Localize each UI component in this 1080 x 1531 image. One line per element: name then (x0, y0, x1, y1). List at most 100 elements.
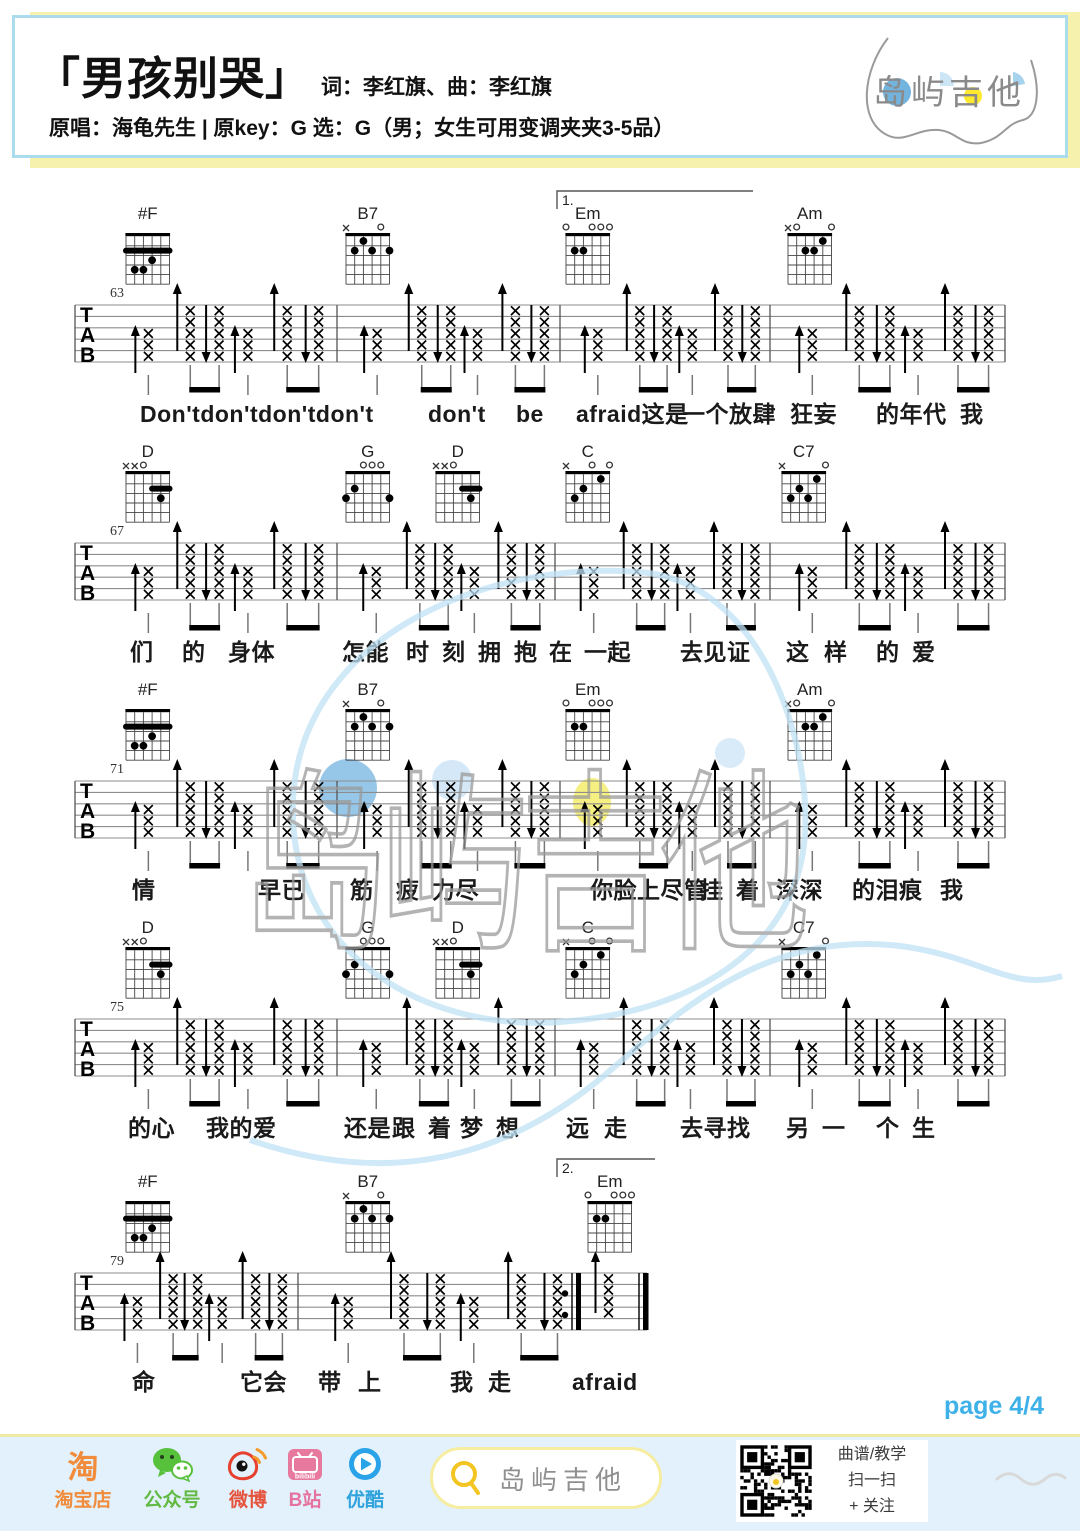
chord-diagram: #F (123, 1172, 173, 1253)
lyric: 爱 (912, 639, 936, 665)
lyric: 早已 (258, 877, 305, 903)
chord-diagram: D (432, 442, 483, 523)
wave-decoration-icon (995, 1472, 1067, 1486)
brand-logo-icon: 岛屿吉他 (865, 37, 1038, 145)
measure-number: 75 (110, 1000, 124, 1015)
lyric: 的年代 (876, 401, 947, 427)
subtitle: 原唱：海龟先生 | 原key：G 选：G（男；女生可用变调夹夹3-5品） (49, 117, 675, 140)
tab-clef: T (80, 1018, 93, 1041)
chord-label: #F (138, 204, 158, 223)
lyric: 的 (876, 639, 900, 665)
lyric: 这 (786, 639, 810, 665)
wechat-icon (130, 1445, 214, 1483)
chord-diagram: Am (784, 204, 836, 285)
lyric: Don'tdon'tdon'tdon't (140, 401, 374, 427)
logo-text: 岛屿吉他 (873, 74, 1025, 112)
chord-diagram: #F (123, 680, 173, 761)
chord-diagram: B7 (342, 680, 394, 761)
lyric: 样 (824, 639, 848, 665)
lyric: 命 (132, 1369, 156, 1395)
tab-clef: A (80, 1038, 95, 1061)
lyric: 着 (736, 877, 760, 903)
search-pill[interactable]: 岛屿吉他 (430, 1447, 662, 1509)
lyric: 生 (912, 1115, 936, 1141)
lyric: 拥 (478, 639, 502, 665)
chord-diagram: C (562, 918, 614, 999)
svg-text:bilibili: bilibili (295, 1474, 315, 1481)
tab-clef: A (80, 324, 95, 347)
lyric: 挂 (700, 877, 724, 903)
chord-label: C (582, 442, 594, 461)
chord-label: Em (575, 680, 601, 699)
tab-clef: B (80, 1058, 95, 1081)
lyric: 着 (428, 1115, 452, 1141)
lyric: 还是 (344, 1115, 391, 1141)
chord-diagram: G (342, 442, 394, 523)
lyric: 我 (450, 1369, 474, 1395)
chord-diagram: #F (123, 204, 173, 285)
measure-number: 67 (110, 524, 124, 539)
footer-link-wechat[interactable]: 公众号 (130, 1445, 214, 1512)
measure-number: 79 (110, 1254, 124, 1269)
lyric: 我 (940, 877, 964, 903)
footer-link-bilibili[interactable]: bilibili B站 (263, 1445, 347, 1512)
footer-link-youku[interactable]: 优酷 (323, 1445, 407, 1512)
watermark-text: 岛屿吉他 (240, 757, 805, 974)
tab-clef: T (80, 304, 93, 327)
lyric: 身体 (228, 639, 276, 665)
footer-link-weibo[interactable]: 微博 (206, 1445, 290, 1512)
chord-label: Em (575, 204, 601, 223)
tab-clef: B (80, 1312, 95, 1335)
volta-label: 2. (562, 1160, 574, 1176)
chord-diagram: B7 (342, 1172, 394, 1253)
lyric: 上 (358, 1369, 382, 1395)
chord-label: C7 (793, 442, 815, 461)
lyric: afraid (572, 1369, 638, 1395)
lyric: 们 (130, 639, 154, 665)
chord-label: #F (138, 1172, 158, 1191)
lyric: 梦 (460, 1115, 484, 1141)
chord-diagram: C (562, 442, 614, 523)
lyric: 一个放肆 (682, 401, 776, 427)
header: 「男孩别哭」 词：李红旗、曲：李红旗 原唱：海龟先生 | 原key：G 选：G（… (12, 15, 1068, 158)
lyric: 狂妄 (790, 401, 837, 427)
page-title: 「男孩别哭」 (35, 53, 312, 104)
system-71: TAB 71 #F B7 Em Am 情 早已 筋疲力尽 你脸上尽管挂着深深 的泪痕我 (74, 680, 1006, 903)
lyric: 你脸上尽管 (589, 877, 708, 903)
system-63: TAB 63 #F B7 Em Am 1. Don'tdon'tdon'tdon't don't… (74, 190, 1006, 427)
tab-clef: B (80, 820, 95, 843)
chord-label: C7 (793, 918, 815, 937)
lyric: 远 (566, 1115, 590, 1141)
system-75: TAB75D G D C C7的心 我的爱 还是跟着梦想远走去寻找另一个生 (74, 918, 1006, 1141)
system-79: TAB 79 #F B7 Em 2. 命 它会 带上 我走 afraid (74, 1158, 655, 1395)
chord-diagram: Em (584, 1172, 636, 1253)
chord-label: D (142, 918, 154, 937)
lyric: 我 (960, 401, 984, 427)
tab-clef: T (80, 542, 93, 565)
lyric: be (516, 401, 544, 427)
chord-diagram: D (122, 442, 173, 523)
tab-clef: T (80, 780, 93, 803)
qr-caption-line: + 关注 (849, 1498, 895, 1515)
chord-diagram: Am (784, 680, 836, 761)
footer-link-taobao[interactable]: 淘 淘宝店 (41, 1445, 125, 1512)
chord-label: G (361, 918, 374, 937)
footer: 淘 淘宝店 公众号 微博 (0, 1434, 1080, 1531)
qr-code (736, 1441, 816, 1521)
lyric: 走 (604, 1115, 628, 1141)
lyric: 的心 (128, 1115, 175, 1141)
chord-label: B7 (357, 1172, 378, 1191)
page-number: page 4/4 (943, 1392, 1044, 1420)
qr-block: 曲谱/教学 扫一扫 + 关注 (736, 1440, 928, 1522)
volta-label: 1. (562, 192, 574, 208)
chord-label: D (142, 442, 154, 461)
lyric: don't (428, 401, 486, 427)
search-text: 岛屿吉他 (499, 1464, 628, 1495)
tab-clef: A (80, 562, 95, 585)
lyric: 一 (822, 1115, 846, 1141)
lyric: 情 (132, 877, 156, 903)
lyric: 另 (786, 1115, 810, 1141)
chord-diagram: D (432, 918, 483, 999)
lyric: 刻 (442, 639, 466, 665)
chord-label: #F (138, 680, 158, 699)
